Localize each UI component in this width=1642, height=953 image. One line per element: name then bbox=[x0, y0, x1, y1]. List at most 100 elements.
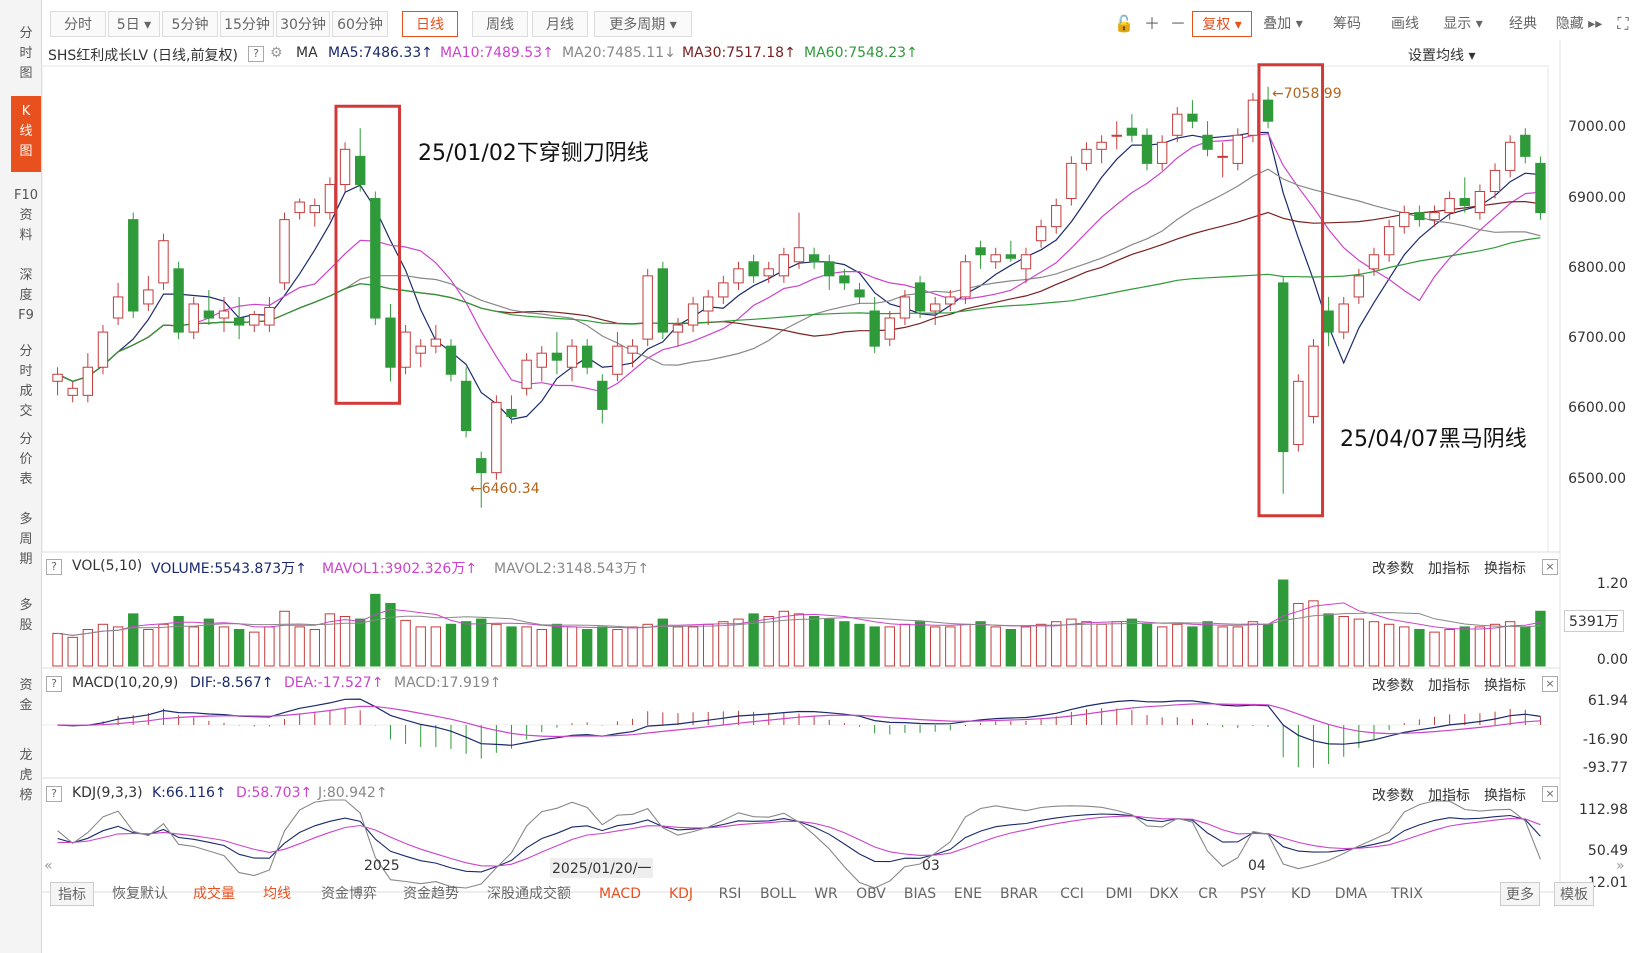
indicator-tab-8[interactable]: KDJ bbox=[668, 886, 694, 902]
indicator-tab-5[interactable]: 资金趋势 bbox=[403, 886, 459, 902]
indicator-tab-16[interactable]: CCI bbox=[1060, 886, 1084, 902]
volume-bar bbox=[1489, 623, 1501, 667]
indicator-tab-6[interactable]: 深股通成交额 bbox=[487, 886, 571, 902]
help-icon[interactable]: ? bbox=[46, 786, 62, 802]
indicator-tab-11[interactable]: WR bbox=[814, 886, 838, 902]
period-tab-6[interactable]: 日线 bbox=[402, 11, 458, 37]
change-params-button[interactable]: 改参数 bbox=[1372, 561, 1414, 577]
unlock-icon[interactable]: 🔓 bbox=[1114, 14, 1134, 33]
indicator-tab-4[interactable]: 资金博弈 bbox=[321, 886, 377, 902]
period-tab-1[interactable]: 5日 ▾ bbox=[108, 11, 160, 37]
indicator-tab-7[interactable]: MACD bbox=[599, 886, 641, 902]
volume-bar bbox=[370, 593, 381, 667]
indicator-tab-10[interactable]: BOLL bbox=[760, 886, 796, 902]
period-tab-0[interactable]: 分时 bbox=[50, 11, 106, 37]
indicator-tab-23[interactable]: TRIX bbox=[1391, 886, 1423, 902]
zoom-in-icon[interactable]: ＋ bbox=[1143, 14, 1160, 33]
switch-indicator-button[interactable]: 换指标 bbox=[1484, 561, 1526, 577]
indicator-tab-15[interactable]: BRAR bbox=[999, 886, 1039, 902]
indicator-tab-25[interactable]: 模板 bbox=[1554, 882, 1594, 906]
period-tab-4[interactable]: 30分钟 bbox=[276, 11, 330, 37]
candle-body bbox=[733, 268, 744, 284]
period-tab-8[interactable]: 月线 bbox=[532, 11, 588, 37]
high-price-label: ←7058.99 bbox=[1272, 86, 1342, 102]
period-tab-7[interactable]: 周线 bbox=[472, 11, 528, 37]
indicator-tab-24[interactable]: 更多 bbox=[1500, 882, 1540, 906]
volume-bar bbox=[975, 621, 986, 667]
volume-bar bbox=[884, 626, 895, 667]
indicator-tab-2[interactable]: 成交量 bbox=[193, 886, 235, 902]
rail-item-8[interactable]: 资 金 bbox=[19, 678, 33, 713]
candle-body bbox=[188, 303, 199, 333]
candle-body bbox=[309, 205, 320, 214]
indicator-tab-9[interactable]: RSI bbox=[718, 886, 742, 902]
toolbar-item-6[interactable]: 隐藏 ▸▸ bbox=[1555, 16, 1603, 32]
volume-bar bbox=[521, 626, 532, 667]
rail-item-2[interactable]: F10 资 料 bbox=[13, 188, 39, 243]
mavol5-line bbox=[57, 602, 1541, 636]
indicator-tab-14[interactable]: ENE bbox=[953, 886, 983, 902]
indicator-tab-22[interactable]: DMA bbox=[1334, 886, 1368, 902]
help-icon[interactable]: ? bbox=[46, 559, 62, 575]
fullscreen-icon[interactable]: ⛶ bbox=[1617, 14, 1629, 33]
period-tab-9[interactable]: 更多周期 ▾ bbox=[594, 11, 692, 37]
switch-indicator-button[interactable]: 换指标 bbox=[1484, 788, 1526, 804]
indicator-tab-1[interactable]: 恢复默认 bbox=[112, 886, 168, 902]
indicator-tab-0[interactable]: 指标 bbox=[50, 882, 94, 906]
candle-body bbox=[1459, 198, 1470, 207]
indicator-tab-19[interactable]: CR bbox=[1198, 886, 1218, 902]
indicator-tab-12[interactable]: OBV bbox=[856, 886, 886, 902]
rail-item-3[interactable]: 深 度 F9 bbox=[18, 268, 34, 323]
add-indicator-button[interactable]: 加指标 bbox=[1428, 678, 1470, 694]
scroll-left-button[interactable]: « bbox=[44, 858, 53, 874]
ma20-value: MA20:7485.11↓ bbox=[562, 45, 676, 61]
toolbar-item-0[interactable]: 复权 ▾ bbox=[1192, 11, 1252, 37]
candle-body bbox=[1126, 127, 1138, 136]
indicator-tab-13[interactable]: BIAS bbox=[903, 886, 937, 902]
close-icon[interactable]: × bbox=[1542, 786, 1558, 802]
period-tab-3[interactable]: 15分钟 bbox=[220, 11, 274, 37]
volume-bar bbox=[854, 623, 865, 667]
dea-line bbox=[57, 703, 1541, 738]
indicator-tab-21[interactable]: KD bbox=[1291, 886, 1311, 902]
rail-item-7[interactable]: 多 股 bbox=[19, 598, 33, 633]
scroll-right-button[interactable]: » bbox=[1616, 858, 1625, 874]
rail-item-1[interactable]: K 线 图 bbox=[11, 96, 41, 172]
rail-item-6[interactable]: 多 周 期 bbox=[19, 512, 33, 567]
indicator-tab-18[interactable]: DKX bbox=[1149, 886, 1179, 902]
toolbar-item-1[interactable]: 叠加 ▾ bbox=[1263, 16, 1303, 32]
change-params-button[interactable]: 改参数 bbox=[1372, 788, 1414, 804]
toolbar-item-5[interactable]: 经典 bbox=[1509, 16, 1537, 32]
add-indicator-button[interactable]: 加指标 bbox=[1428, 561, 1470, 577]
help-icon[interactable]: ? bbox=[248, 46, 264, 62]
zoom-out-icon[interactable]: － bbox=[1169, 14, 1186, 33]
period-tab-2[interactable]: 5分钟 bbox=[162, 11, 218, 37]
help-icon[interactable]: ? bbox=[46, 676, 62, 692]
kdj-axis-top: 112.98 bbox=[1579, 802, 1628, 818]
rail-item-0[interactable]: 分 时 图 bbox=[19, 26, 33, 81]
change-params-button[interactable]: 改参数 bbox=[1372, 678, 1414, 694]
gear-icon[interactable]: ⚙ bbox=[270, 45, 283, 61]
volume-bar bbox=[430, 626, 442, 667]
period-tab-5[interactable]: 60分钟 bbox=[332, 11, 388, 37]
indicator-tab-20[interactable]: PSY bbox=[1240, 886, 1266, 902]
volume-bars bbox=[52, 579, 1546, 667]
candle-body bbox=[1489, 169, 1501, 192]
indicator-tab-17[interactable]: DMI bbox=[1105, 886, 1133, 902]
add-indicator-button[interactable]: 加指标 bbox=[1428, 788, 1470, 804]
close-icon[interactable]: × bbox=[1542, 559, 1558, 575]
indicator-tab-3[interactable]: 均线 bbox=[263, 886, 291, 902]
volume-bar bbox=[793, 613, 805, 667]
switch-indicator-button[interactable]: 换指标 bbox=[1484, 678, 1526, 694]
toolbar-item-3[interactable]: 画线 bbox=[1391, 16, 1419, 32]
volume-bar bbox=[1051, 621, 1062, 667]
rail-item-5[interactable]: 分 价 表 bbox=[19, 432, 33, 487]
toolbar-item-2[interactable]: 筹码 bbox=[1333, 16, 1361, 32]
ma-settings-button[interactable]: 设置均线 ▾ bbox=[1408, 48, 1476, 64]
rail-item-9[interactable]: 龙 虎 榜 bbox=[19, 748, 33, 803]
toolbar-item-4[interactable]: 显示 ▾ bbox=[1443, 16, 1483, 32]
close-icon[interactable]: × bbox=[1542, 676, 1558, 692]
volume-bar bbox=[1414, 629, 1425, 667]
rail-item-4[interactable]: 分 时 成 交 bbox=[19, 344, 33, 419]
